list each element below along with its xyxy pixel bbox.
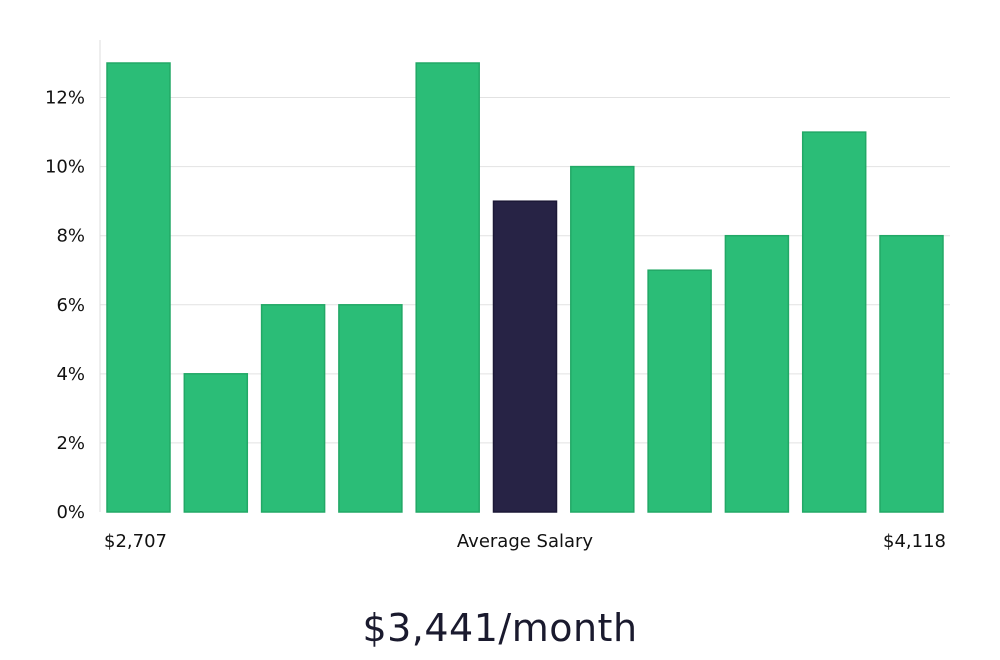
bar (106, 62, 171, 513)
y-tick-label: 12% (45, 88, 85, 109)
bar (260, 304, 326, 513)
bar (415, 62, 480, 513)
y-tick-labels: 0% 2% 4% 6% 8% 10% 12% (45, 88, 85, 523)
bar (879, 234, 944, 513)
average-salary-headline: $3,441/month (362, 606, 638, 650)
y-tick-label: 8% (56, 226, 85, 247)
x-label-center: Average Salary (457, 531, 594, 552)
y-tick-label: 6% (56, 295, 85, 316)
y-tick-label: 10% (45, 157, 85, 178)
bar (647, 269, 712, 513)
y-tick-label: 4% (56, 364, 85, 385)
bar (338, 304, 403, 513)
x-label-min: $2,707 (104, 531, 167, 552)
bar (183, 373, 249, 513)
bars (106, 62, 944, 513)
salary-distribution-chart: 0% 2% 4% 6% 8% 10% 12% $2,707 Average Salary $… (45, 40, 950, 552)
bar (570, 165, 635, 513)
bar (724, 234, 790, 513)
y-tick-label: 0% (56, 502, 85, 523)
x-label-max: $4,118 (883, 531, 946, 552)
y-tick-label: 2% (56, 433, 85, 454)
bar-highlighted (492, 200, 558, 513)
bar (801, 131, 867, 513)
